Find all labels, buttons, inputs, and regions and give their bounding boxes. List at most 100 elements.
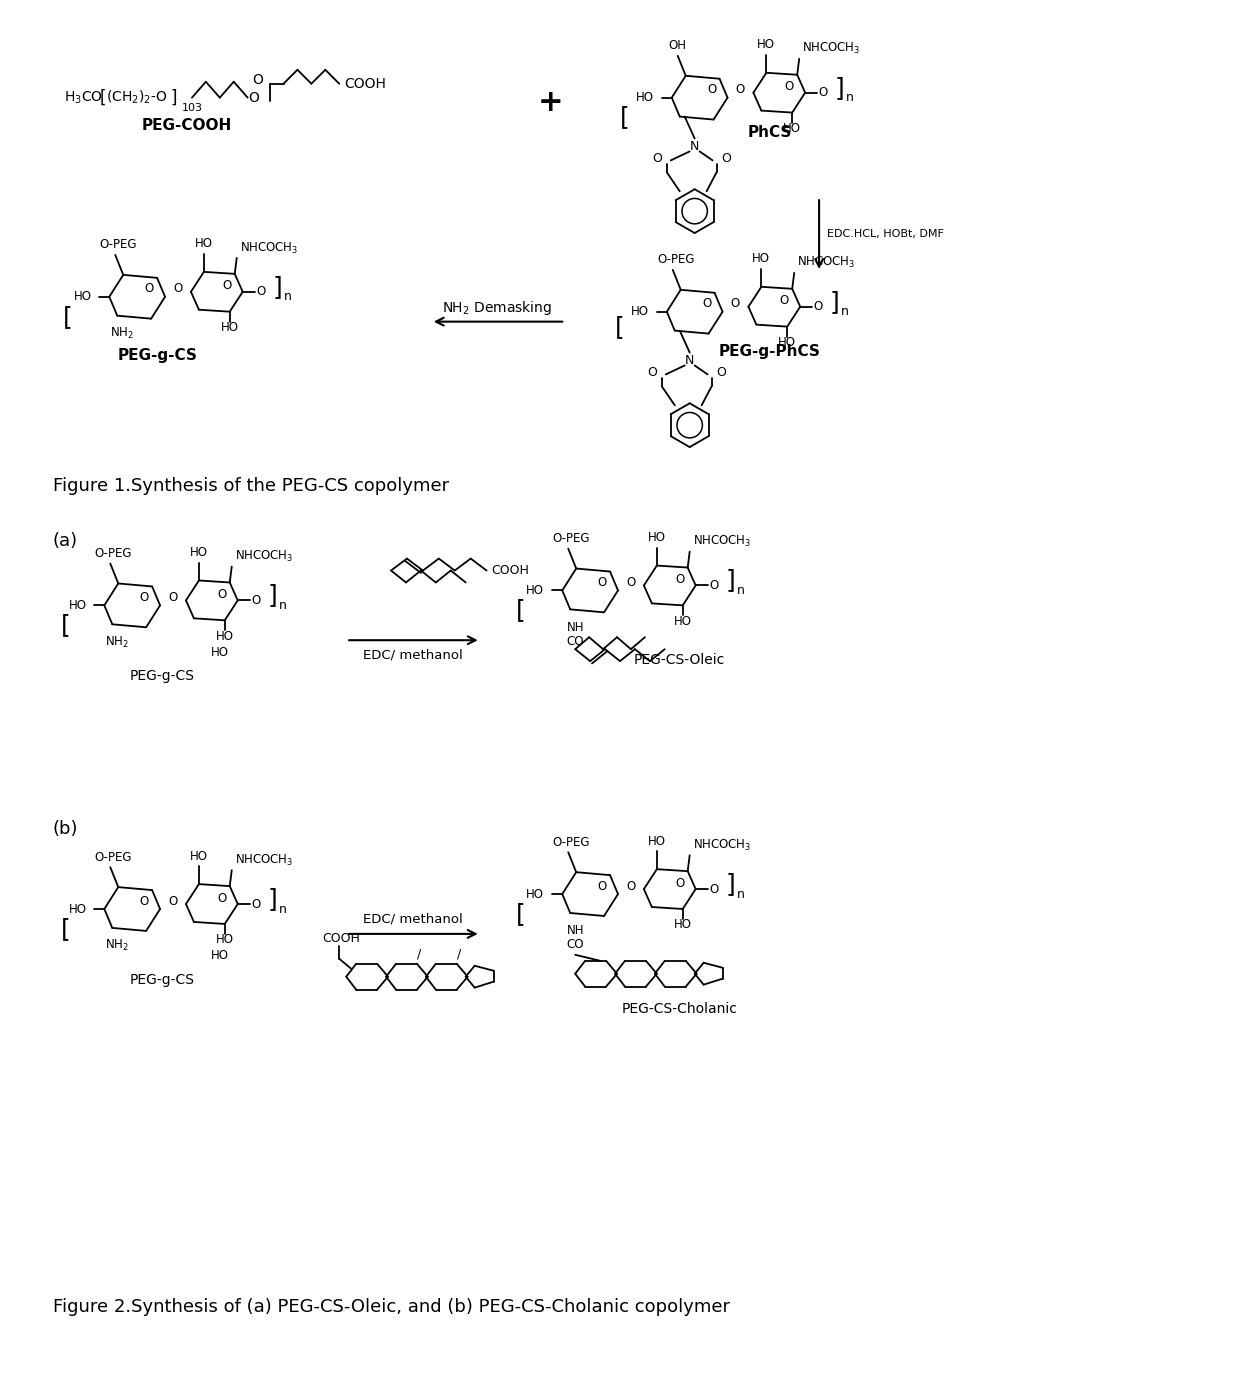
Text: PEG-g-CS: PEG-g-CS xyxy=(129,670,195,683)
Text: O: O xyxy=(255,285,265,298)
Text: ]: ] xyxy=(725,872,735,896)
Text: CO: CO xyxy=(567,938,584,952)
Text: HO: HO xyxy=(636,91,653,104)
Text: O: O xyxy=(652,151,662,165)
Text: [: [ xyxy=(99,88,105,107)
Text: NHCOCH$_3$: NHCOCH$_3$ xyxy=(693,837,751,852)
Text: HO: HO xyxy=(68,902,87,916)
Text: HO: HO xyxy=(753,253,770,265)
Text: O: O xyxy=(169,591,177,604)
Text: CO: CO xyxy=(567,635,584,648)
Text: NH$_2$ Demasking: NH$_2$ Demasking xyxy=(443,298,553,316)
Text: COOH: COOH xyxy=(322,932,360,946)
Text: HO: HO xyxy=(758,38,775,51)
Text: ]: ] xyxy=(268,887,278,912)
Text: NHCOCH$_3$: NHCOCH$_3$ xyxy=(797,256,856,271)
Text: +: + xyxy=(537,88,563,117)
Text: O: O xyxy=(707,84,717,96)
Text: O: O xyxy=(169,895,177,908)
Text: COOH: COOH xyxy=(491,564,529,578)
Text: O: O xyxy=(785,80,794,94)
Text: O: O xyxy=(717,366,727,380)
Text: HO: HO xyxy=(211,949,229,962)
Text: ]: ] xyxy=(273,275,283,298)
Text: HO: HO xyxy=(190,850,208,862)
Text: O: O xyxy=(626,880,636,892)
Text: NH$_2$: NH$_2$ xyxy=(110,326,134,341)
Text: O: O xyxy=(818,87,828,99)
Text: O: O xyxy=(709,579,718,593)
Text: OH: OH xyxy=(668,40,687,52)
Text: O: O xyxy=(675,573,684,586)
Text: ]: ] xyxy=(830,290,839,314)
Text: O: O xyxy=(140,591,149,604)
Text: HO: HO xyxy=(216,934,234,946)
Text: O: O xyxy=(252,73,263,87)
Text: HO: HO xyxy=(526,888,544,901)
Text: O-PEG: O-PEG xyxy=(553,836,590,848)
Text: [: [ xyxy=(61,613,71,637)
Text: O: O xyxy=(598,576,606,588)
Text: PEG-CS-Cholanic: PEG-CS-Cholanic xyxy=(621,1001,738,1016)
Text: PEG-CS-Oleic: PEG-CS-Oleic xyxy=(634,653,725,667)
Text: O: O xyxy=(248,91,259,104)
Text: n: n xyxy=(846,91,854,104)
Text: PhCS: PhCS xyxy=(748,125,791,140)
Text: O: O xyxy=(140,895,149,908)
Text: /: / xyxy=(456,947,461,960)
Text: HO: HO xyxy=(68,600,87,612)
Text: O: O xyxy=(598,880,606,892)
Text: HO: HO xyxy=(647,835,666,848)
Text: Figure 2.Synthesis of (a) PEG-CS-Oleic, and (b) PEG-CS-Cholanic copolymer: Figure 2.Synthesis of (a) PEG-CS-Oleic, … xyxy=(52,1298,729,1316)
Text: n: n xyxy=(841,305,849,318)
Text: n: n xyxy=(284,290,291,304)
Text: (CH$_2$)$_2$-O: (CH$_2$)$_2$-O xyxy=(107,89,167,106)
Text: PEG-g-CS: PEG-g-CS xyxy=(117,348,197,363)
Text: EDC/ methanol: EDC/ methanol xyxy=(363,649,463,661)
Text: HO: HO xyxy=(779,336,796,349)
Text: NHCOCH$_3$: NHCOCH$_3$ xyxy=(802,41,861,56)
Text: HO: HO xyxy=(195,238,213,250)
Text: O: O xyxy=(735,84,745,96)
Text: O: O xyxy=(675,877,684,890)
Text: PEG-g-CS: PEG-g-CS xyxy=(129,972,195,987)
Text: Figure 1.Synthesis of the PEG-CS copolymer: Figure 1.Synthesis of the PEG-CS copolym… xyxy=(52,477,449,495)
Text: [: [ xyxy=(61,917,71,940)
Text: O: O xyxy=(174,282,182,296)
Text: O: O xyxy=(709,883,718,895)
Text: NHCOCH$_3$: NHCOCH$_3$ xyxy=(234,852,293,868)
Text: ]: ] xyxy=(725,568,735,593)
Text: HO: HO xyxy=(73,290,92,304)
Text: O-PEG: O-PEG xyxy=(657,253,694,267)
Text: n: n xyxy=(737,888,744,901)
Text: O: O xyxy=(217,891,227,905)
Text: [: [ xyxy=(62,305,72,329)
Text: [: [ xyxy=(615,315,625,338)
Text: PEG-g-PhCS: PEG-g-PhCS xyxy=(718,344,821,359)
Text: NH: NH xyxy=(567,924,584,938)
Text: HO: HO xyxy=(221,322,239,334)
Text: N: N xyxy=(684,353,694,367)
Text: EDC.HCL, HOBt, DMF: EDC.HCL, HOBt, DMF xyxy=(827,230,944,239)
Text: HO: HO xyxy=(673,918,692,931)
Text: [: [ xyxy=(516,902,526,925)
Text: HO: HO xyxy=(526,584,544,597)
Text: NHCOCH$_3$: NHCOCH$_3$ xyxy=(693,534,751,549)
Text: O: O xyxy=(217,588,227,601)
Text: O: O xyxy=(626,576,636,588)
Text: HO: HO xyxy=(190,546,208,560)
Text: N: N xyxy=(689,140,699,153)
Text: NH$_2$: NH$_2$ xyxy=(105,938,129,953)
Text: 103: 103 xyxy=(182,103,203,113)
Text: HO: HO xyxy=(647,531,666,544)
Text: O-PEG: O-PEG xyxy=(94,851,131,864)
Text: /: / xyxy=(417,947,422,960)
Text: (a): (a) xyxy=(52,532,78,550)
Text: ]: ] xyxy=(268,583,278,608)
Text: O-PEG: O-PEG xyxy=(94,547,131,560)
Text: HO: HO xyxy=(631,305,649,318)
Text: NHCOCH$_3$: NHCOCH$_3$ xyxy=(234,549,293,564)
Text: O: O xyxy=(813,300,822,314)
Text: NH: NH xyxy=(567,620,584,634)
Text: O: O xyxy=(250,594,260,606)
